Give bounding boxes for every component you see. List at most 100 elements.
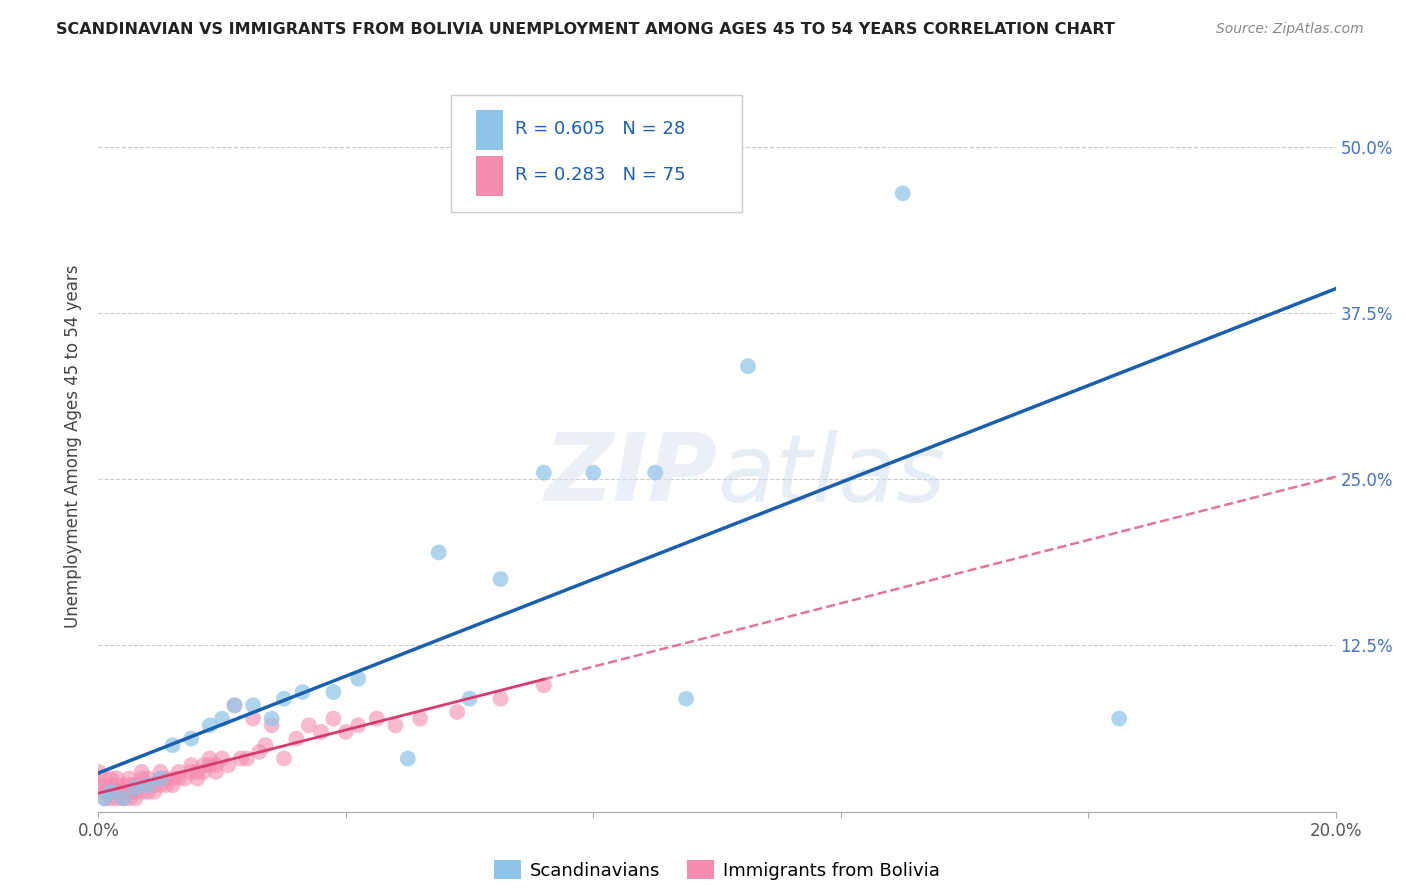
Point [87,764,110,779]
Point [644,466,666,480]
Point [105,778,128,792]
Point [366,712,388,726]
Point [489,691,512,706]
Point [100,778,122,792]
Point [247,745,270,759]
Point [149,778,172,792]
Point [162,772,184,786]
Point [118,772,141,786]
Point [186,764,208,779]
Point [112,791,135,805]
Point [211,751,233,765]
Point [260,718,283,732]
Point [167,772,190,786]
Point [155,778,177,792]
Point [180,758,202,772]
Point [291,685,314,699]
Point [193,764,215,779]
Text: R = 0.605   N = 28: R = 0.605 N = 28 [516,120,686,137]
Point [93,791,115,805]
Point [180,764,202,779]
Point [118,791,141,805]
Point [105,772,128,786]
Point [136,778,159,792]
FancyBboxPatch shape [451,95,742,212]
Text: Source: ZipAtlas.com: Source: ZipAtlas.com [1216,22,1364,37]
Point [384,718,406,732]
Point [273,691,295,706]
Point [100,785,122,799]
Point [446,705,468,719]
Point [533,466,555,480]
FancyBboxPatch shape [475,110,503,150]
Point [143,778,166,792]
Point [458,691,481,706]
Text: atlas: atlas [717,430,945,521]
Point [322,712,344,726]
Point [396,751,419,765]
Point [162,738,184,752]
Point [131,785,153,799]
Point [675,691,697,706]
Point [162,778,184,792]
Point [105,785,128,799]
Point [533,678,555,692]
Point [186,772,208,786]
Point [149,764,172,779]
Point [347,672,370,686]
Point [93,772,115,786]
Text: R = 0.283   N = 75: R = 0.283 N = 75 [516,167,686,185]
Point [891,186,914,201]
Point [131,764,153,779]
Point [118,778,141,792]
Point [112,778,135,792]
Point [180,731,202,746]
Text: SCANDINAVIAN VS IMMIGRANTS FROM BOLIVIA UNEMPLOYMENT AMONG AGES 45 TO 54 YEARS C: SCANDINAVIAN VS IMMIGRANTS FROM BOLIVIA … [56,22,1115,37]
Point [100,791,122,805]
Point [118,785,141,799]
FancyBboxPatch shape [475,155,503,196]
Point [149,772,172,786]
Point [124,780,146,795]
Point [254,738,277,752]
Point [155,772,177,786]
Point [131,778,153,792]
Point [136,778,159,792]
Point [112,791,135,805]
Point [174,772,197,786]
Point [205,764,228,779]
Point [347,718,370,732]
Point [87,778,110,792]
Point [100,772,122,786]
Point [93,785,115,799]
Point [93,791,115,805]
Point [193,758,215,772]
Point [427,545,450,559]
Point [322,685,344,699]
Point [205,758,228,772]
Point [285,731,308,746]
Point [298,718,321,732]
Point [167,764,190,779]
Point [217,758,239,772]
Point [582,466,605,480]
Point [211,712,233,726]
Point [136,785,159,799]
Point [309,725,332,739]
Point [93,778,115,792]
Point [105,791,128,805]
Point [489,572,512,586]
Y-axis label: Unemployment Among Ages 45 to 54 years: Unemployment Among Ages 45 to 54 years [65,264,83,628]
Point [100,785,122,799]
Point [224,698,246,713]
Point [242,712,264,726]
Point [1108,712,1130,726]
Point [124,791,146,805]
Point [273,751,295,765]
Point [229,751,252,765]
Point [236,751,259,765]
Point [143,785,166,799]
Point [737,359,759,374]
Point [260,712,283,726]
Point [198,751,221,765]
